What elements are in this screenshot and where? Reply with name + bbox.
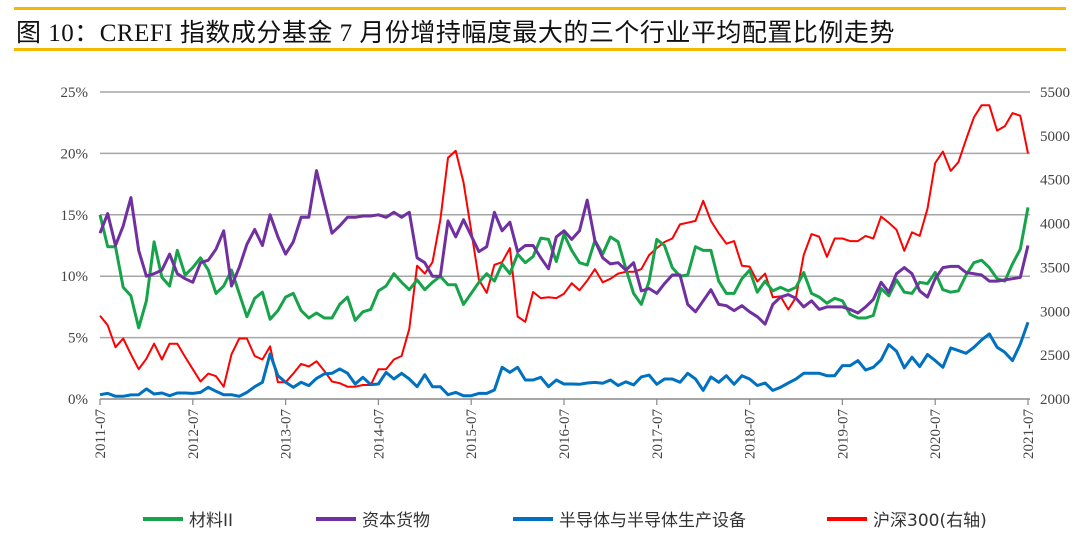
left-tick-label: 20% <box>61 146 89 162</box>
x-tick-label: 2019-07 <box>835 409 851 459</box>
left-tick-label: 10% <box>61 269 89 285</box>
x-tick-label: 2015-07 <box>464 409 480 459</box>
x-tick-label: 2017-07 <box>650 409 666 459</box>
series-lines <box>98 104 1030 398</box>
title-bottom-rule <box>14 48 1066 51</box>
legend-swatch <box>827 516 867 521</box>
right-tick-label: 4000 <box>1040 217 1070 233</box>
x-axis-ticks: 2011-07 2012-07 2013-07 2014-07 2015-07 2016-… <box>93 399 1037 459</box>
x-tick-label: 2014-07 <box>371 409 387 459</box>
x-tick-label: 2020-07 <box>928 409 944 459</box>
series-line-2 <box>99 321 1030 398</box>
x-tick-label: 2013-07 <box>279 409 295 459</box>
legend-swatch <box>316 516 356 521</box>
legend-item-semiconductors: 半导体与半导体生产设备 <box>513 506 746 531</box>
x-tick-label: 2012-07 <box>186 409 202 459</box>
legend-swatch <box>513 516 553 521</box>
x-tick-label: 2021-07 <box>1021 409 1037 459</box>
left-tick-label: 25% <box>61 85 89 101</box>
legend: 材料II 资本货物 半导体与半导体生产设备 沪深300(右轴) <box>0 506 1080 532</box>
series-line-3 <box>99 104 1029 388</box>
legend-item-capital-goods: 资本货物 <box>316 506 430 531</box>
legend-label: 沪深300(右轴) <box>873 511 987 531</box>
left-tick-label: 0% <box>68 392 88 408</box>
legend-label: 材料II <box>189 511 234 531</box>
right-tick-label: 5000 <box>1040 129 1070 145</box>
chart-title: 图 10：CREFI 指数成分基金 7 月份增持幅度最大的三个行业平均配置比例走… <box>16 20 895 47</box>
right-tick-label: 2500 <box>1040 348 1070 364</box>
right-tick-label: 3000 <box>1040 304 1070 320</box>
title-top-rule <box>14 7 1066 10</box>
right-tick-label: 4500 <box>1040 173 1070 189</box>
right-axis-ticks: 2000 2500 3000 3500 4000 4500 5000 5500 <box>1040 85 1070 408</box>
left-axis-ticks: 0% 5% 10% 15% 20% 25% <box>61 85 89 408</box>
left-tick-label: 5% <box>68 331 88 347</box>
left-tick-label: 15% <box>61 208 89 224</box>
right-tick-label: 5500 <box>1040 85 1070 101</box>
series-line-0 <box>98 207 1030 330</box>
legend-label: 半导体与半导体生产设备 <box>559 511 746 531</box>
x-tick-label: 2011-07 <box>93 409 109 459</box>
series-line-1 <box>98 169 1030 326</box>
legend-item-materials: 材料II <box>143 506 233 531</box>
legend-label: 资本货物 <box>362 511 430 531</box>
right-tick-label: 2000 <box>1040 392 1070 408</box>
x-tick-label: 2016-07 <box>557 409 573 459</box>
x-tick-label: 2018-07 <box>743 409 759 459</box>
right-tick-label: 3500 <box>1040 260 1070 276</box>
legend-item-csi300: 沪深300(右轴) <box>827 506 987 531</box>
gridlines <box>100 91 1030 400</box>
legend-swatch <box>143 516 183 521</box>
